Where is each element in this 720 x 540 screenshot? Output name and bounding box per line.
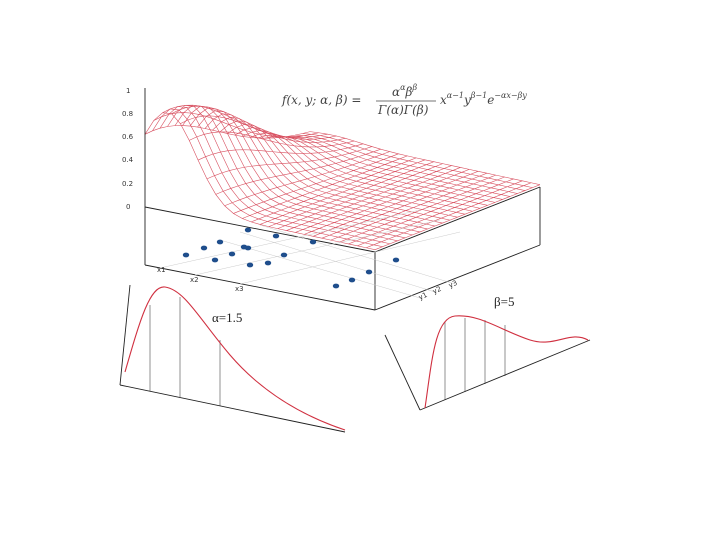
floor-grid-line: [159, 209, 421, 269]
mesh-line: [321, 172, 488, 239]
z-tick-label: 0.6: [122, 133, 134, 141]
surface-mesh: [144, 104, 541, 250]
sample-point: [348, 277, 356, 283]
mesh-line: [366, 182, 532, 249]
formula-base: e: [487, 93, 494, 107]
mesh-line: [162, 104, 328, 138]
formula-sup: β−1: [470, 91, 487, 100]
formula-numerator: ααββ: [392, 83, 417, 99]
mesh-line: [277, 163, 443, 229]
sample-point: [332, 283, 340, 289]
floor-grid: [159, 209, 461, 299]
sample-point: [365, 269, 373, 275]
sample-points: [182, 227, 400, 289]
floor-grid-line: [194, 219, 441, 276]
mesh-line: [233, 153, 399, 214]
formula-lhs: f(x, y; α, β) =: [281, 93, 361, 107]
sample-point: [200, 245, 208, 251]
beta-label: β=5: [494, 294, 514, 309]
z-tick-label: 0.8: [122, 110, 133, 118]
sample-point: [182, 252, 190, 258]
beta-marginal: [384, 315, 591, 411]
mesh-line: [294, 134, 526, 191]
mesh-line: [171, 105, 337, 140]
sample-point: [240, 244, 248, 250]
formula: f(x, y; α, β) =: [281, 93, 361, 107]
floor-grid-line: [239, 231, 436, 293]
mesh-line: [189, 131, 355, 148]
mesh-line: [268, 161, 434, 227]
z-tick-label: 0.4: [122, 156, 134, 164]
sample-point: [309, 239, 317, 245]
mesh-line: [206, 146, 373, 180]
mesh-line: [259, 159, 426, 225]
z-tick-label: 0: [126, 203, 130, 211]
mesh-line: [309, 131, 541, 185]
z-tick-label: 0.2: [122, 180, 133, 188]
mesh-line: [330, 174, 496, 241]
sample-point: [228, 251, 236, 257]
sample-point: [280, 252, 288, 258]
floor-grid-line: [239, 231, 461, 285]
mesh-line: [197, 143, 364, 161]
mesh-line: [357, 180, 523, 247]
frame: [144, 88, 541, 311]
alpha-curve: [124, 286, 346, 431]
x-axis-label: x2: [190, 276, 199, 284]
left-edge: [384, 334, 421, 411]
mesh-line: [242, 155, 408, 219]
baseline: [119, 384, 346, 433]
y-axis-label: y1: [417, 291, 428, 302]
x-axis-label: x1: [157, 266, 166, 274]
mesh-line: [286, 165, 452, 231]
z-tick-label: 1: [126, 87, 130, 95]
sample-point: [392, 257, 400, 263]
formula-factors: xα−1yβ−1e−αx−βy: [440, 91, 527, 107]
y-axis-label: y3: [447, 279, 458, 290]
formula-sup: α−1: [447, 91, 464, 100]
mesh-line: [215, 148, 381, 195]
z-tick-labels: 1 0.8 0.6 0.4 0.2 0: [122, 87, 134, 211]
alpha-marginal: [119, 284, 346, 433]
sample-point: [244, 227, 252, 233]
sample-point: [264, 260, 272, 266]
formula-base: x: [440, 93, 447, 107]
sample-point: [272, 233, 280, 239]
mesh-line: [251, 157, 417, 223]
sample-point: [211, 257, 219, 263]
sample-point: [246, 262, 254, 268]
floor-grid-line: [259, 224, 456, 285]
mesh-line: [348, 178, 514, 245]
mesh-line: [272, 136, 503, 200]
mesh-line: [180, 115, 346, 143]
box-edge: [374, 186, 541, 253]
formula-base: y: [463, 93, 471, 107]
box-edge: [144, 206, 376, 253]
formula-denominator: Γ(α)Γ(β): [377, 103, 429, 117]
y-axis-label: y2: [431, 285, 442, 296]
mesh-line: [339, 176, 505, 243]
x-axis-label: x3: [235, 285, 244, 293]
mesh-line: [174, 104, 406, 239]
mesh-line: [312, 171, 479, 237]
formula-sup: −αx−βy: [494, 91, 527, 100]
floor-edge: [374, 244, 541, 311]
left-edge: [119, 284, 131, 386]
mesh-line: [224, 151, 390, 207]
floor-edge: [144, 264, 376, 311]
alpha-label: α=1.5: [212, 310, 242, 325]
beta-curve: [424, 315, 589, 409]
mesh-line: [374, 184, 541, 250]
sample-point: [216, 239, 224, 245]
formula-base: α: [392, 85, 400, 99]
mesh-line: [295, 167, 461, 233]
mesh-line: [304, 169, 470, 235]
formula-sup: β: [411, 83, 417, 92]
formula-base: β: [405, 85, 413, 99]
floor-grid-line: [219, 239, 421, 299]
formula-sup: α: [400, 83, 406, 92]
mesh-line: [153, 112, 319, 138]
